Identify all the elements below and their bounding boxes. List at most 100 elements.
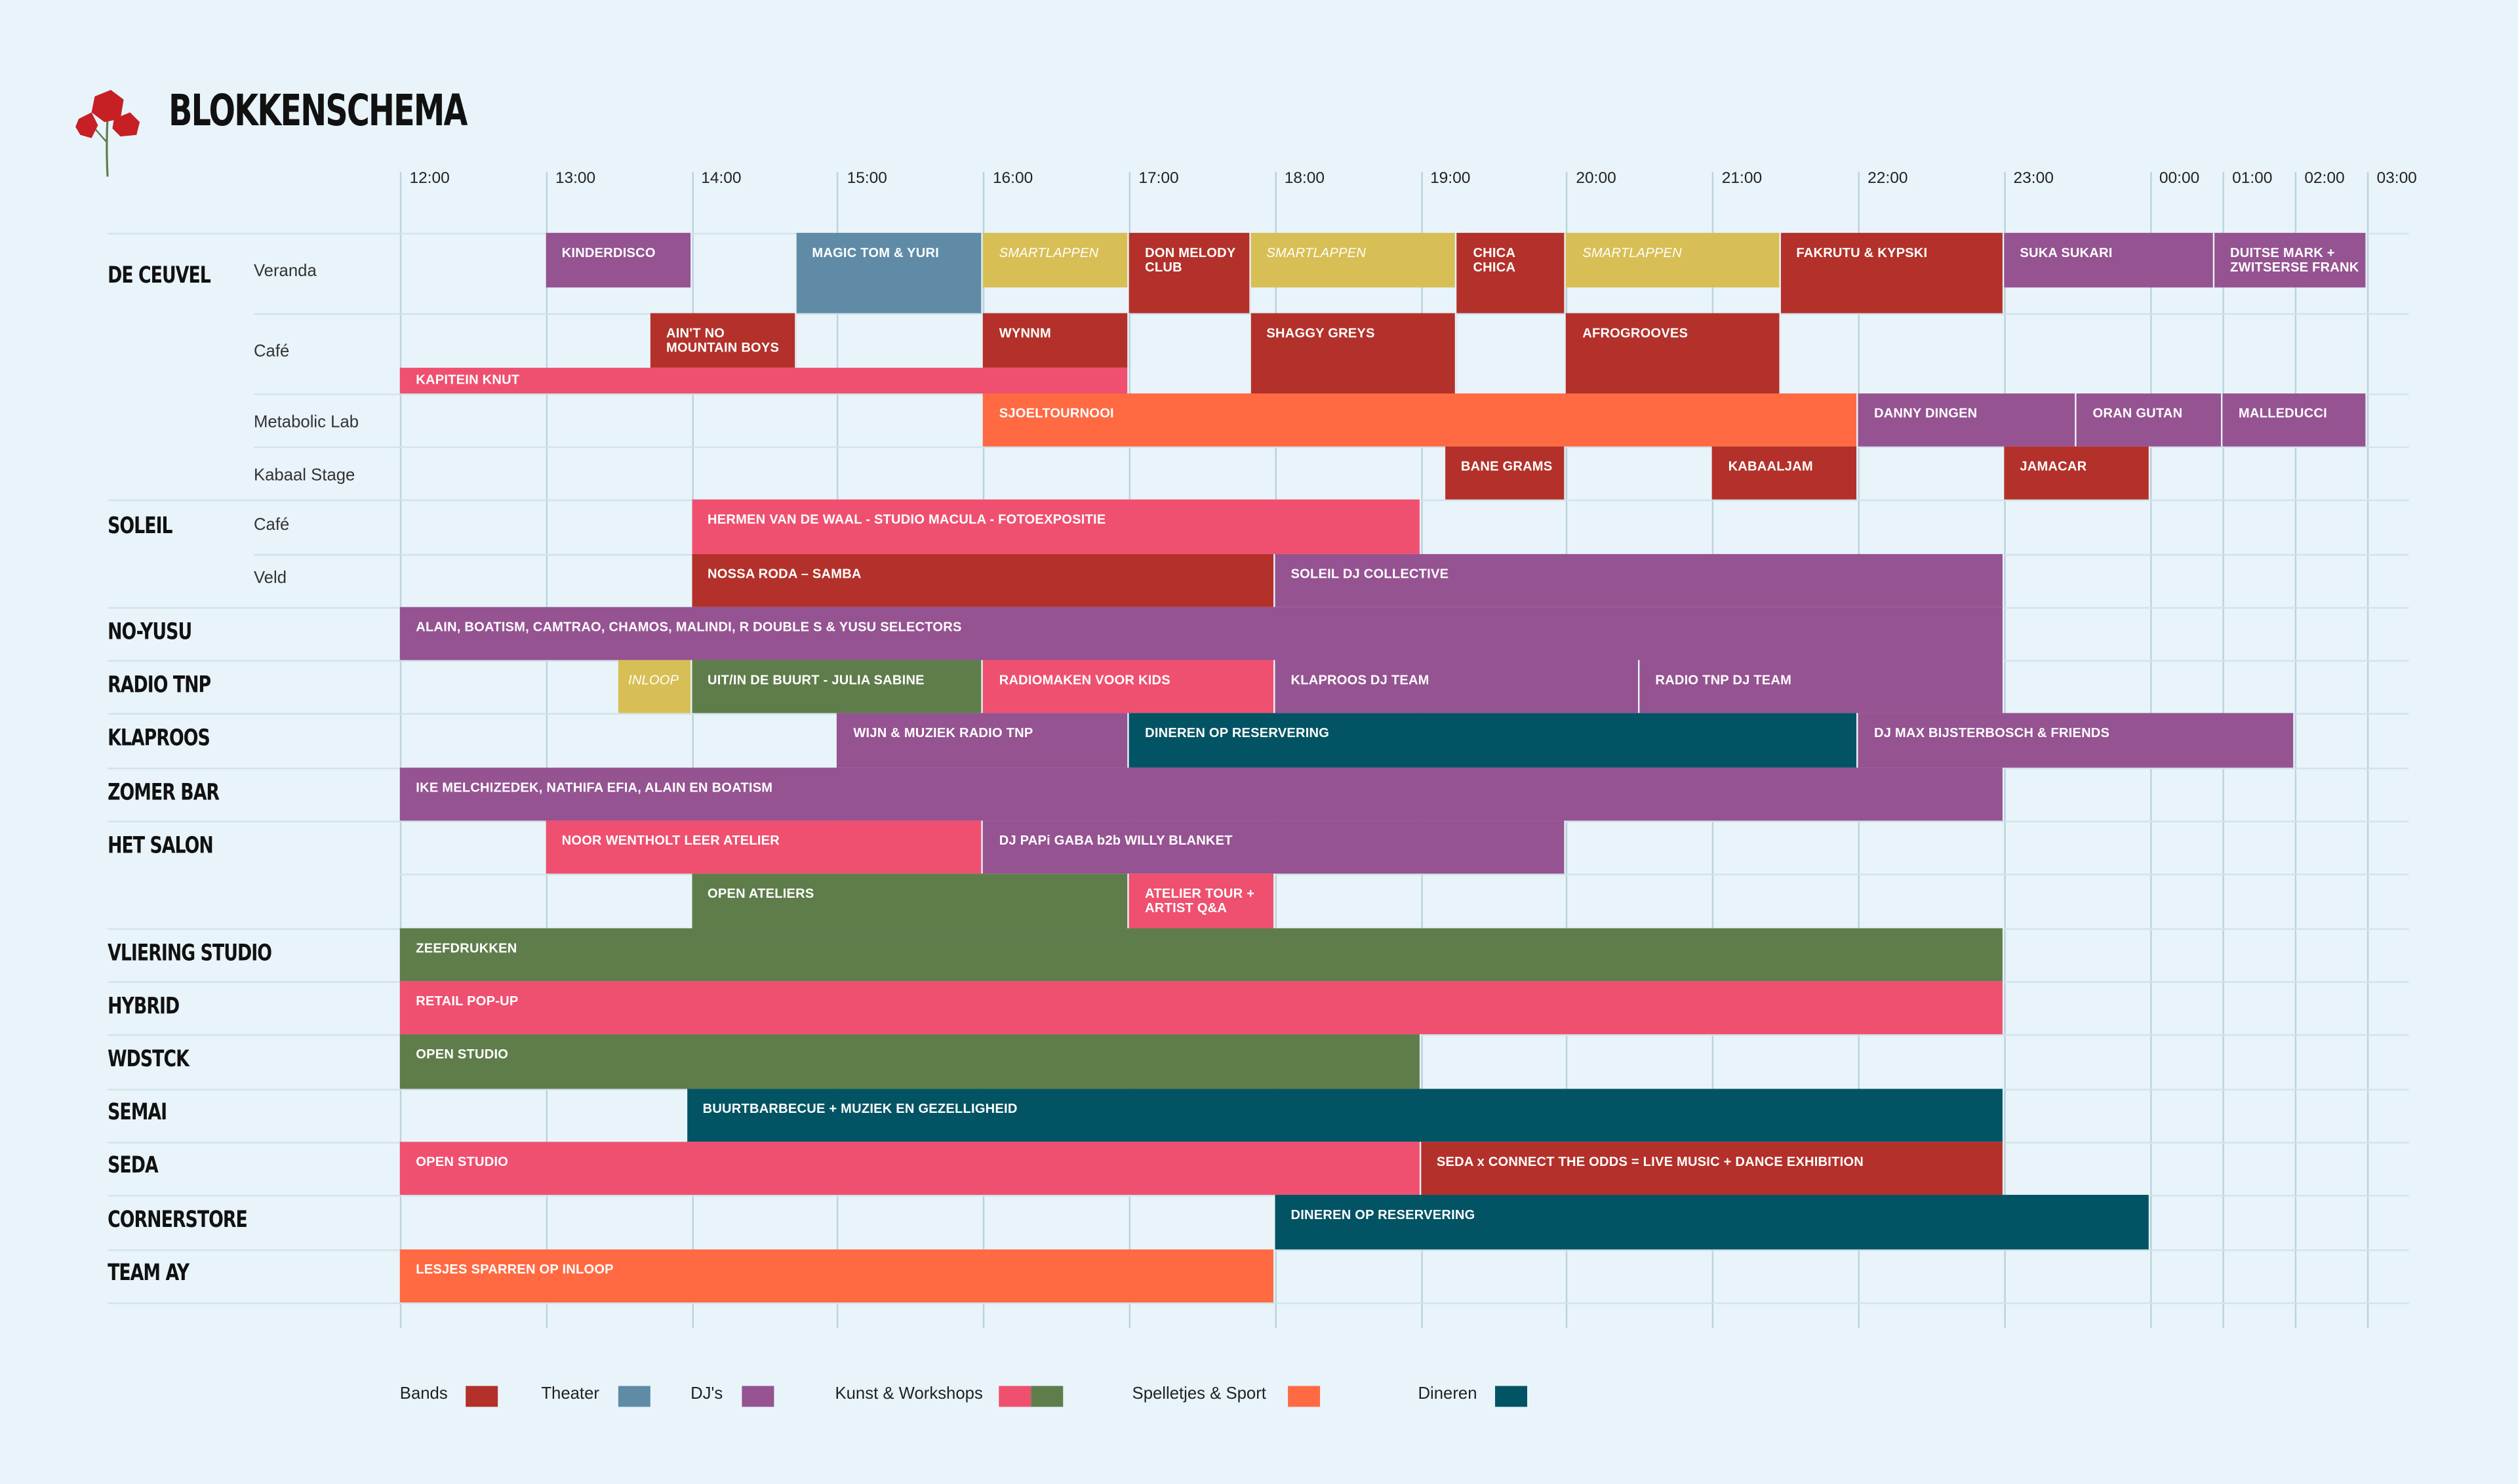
event-block[interactable]: DON MELODY CLUB bbox=[1129, 233, 1250, 313]
event-block[interactable]: SOLEIL DJ COLLECTIVE bbox=[1275, 553, 2004, 607]
event-block[interactable]: MAGIC TOM & YURI bbox=[795, 233, 984, 313]
event-block[interactable]: AFROGROOVES bbox=[1566, 313, 1780, 394]
legend-label: Dineren bbox=[1418, 1384, 1477, 1404]
event-block[interactable]: SMARTLAPPEN bbox=[1566, 233, 1780, 288]
hour-gridline bbox=[2294, 172, 2297, 1329]
event-block[interactable]: SEDA x CONNECT THE ODDS = LIVE MUSIC + D… bbox=[1420, 1142, 2004, 1195]
event-block[interactable]: JAMACAR bbox=[2003, 446, 2150, 500]
event-block[interactable]: MALLEDUCCI bbox=[2222, 393, 2367, 447]
hour-gridline bbox=[2367, 172, 2369, 1329]
legend-label: Bands bbox=[399, 1384, 448, 1404]
page-title: BLOKKENSCHEMA bbox=[169, 87, 468, 137]
event-block[interactable]: KABAALJAM bbox=[1712, 446, 1858, 500]
poppy-logo-icon bbox=[75, 90, 140, 177]
event-block[interactable]: WYNNM bbox=[983, 313, 1129, 368]
stage-label: Veld bbox=[253, 568, 287, 588]
time-tick-label: 12:00 bbox=[409, 170, 450, 188]
venue-label: SOLEIL bbox=[108, 513, 173, 540]
event-block[interactable]: RADIO TNP DJ TEAM bbox=[1639, 660, 2004, 713]
event-block[interactable]: SMARTLAPPEN bbox=[983, 233, 1129, 288]
time-tick-label: 01:00 bbox=[2232, 170, 2273, 188]
event-block[interactable]: ZEEFDRUKKEN bbox=[399, 928, 2004, 982]
event-block[interactable]: DJ PAPi GABA b2b WILLY BLANKET bbox=[983, 820, 1567, 874]
event-block[interactable]: OPEN ATELIERS bbox=[691, 873, 1129, 929]
event-block[interactable]: DUITSE MARK + ZWITSERSE FRANK bbox=[2214, 233, 2367, 288]
time-tick-label: 13:00 bbox=[555, 170, 596, 188]
legend-swatch bbox=[1495, 1386, 1527, 1407]
event-block[interactable]: UIT/IN DE BUURT - JULIA SABINE bbox=[691, 660, 984, 713]
legend-label: DJ's bbox=[690, 1384, 723, 1404]
event-block[interactable]: CHICA CHICA bbox=[1456, 233, 1567, 313]
event-block[interactable]: IKE MELCHIZEDEK, NATHIFA EFIA, ALAIN EN … bbox=[399, 767, 2004, 821]
time-tick-label: 00:00 bbox=[2159, 170, 2200, 188]
hour-gridline bbox=[399, 172, 402, 1329]
time-tick-label: 23:00 bbox=[2013, 170, 2054, 188]
event-block[interactable]: BUURTBARBECUE + MUZIEK EN GEZELLIGHEID bbox=[687, 1089, 2004, 1142]
time-tick-label: 19:00 bbox=[1430, 170, 1471, 188]
legend-swatch bbox=[742, 1386, 774, 1407]
time-tick-label: 21:00 bbox=[1721, 170, 1763, 188]
legend-label: Theater bbox=[541, 1384, 599, 1404]
time-tick-label: 17:00 bbox=[1138, 170, 1179, 188]
time-tick-label: 18:00 bbox=[1284, 170, 1325, 188]
event-block[interactable]: OPEN STUDIO bbox=[399, 1034, 1421, 1089]
event-block[interactable]: DJ MAX BIJSTERBOSCH & FRIENDS bbox=[1858, 713, 2295, 768]
event-block[interactable]: KLAPROOS DJ TEAM bbox=[1275, 660, 1639, 713]
event-block[interactable]: DANNY DINGEN bbox=[1858, 393, 2077, 447]
time-tick-label: 22:00 bbox=[1868, 170, 1908, 188]
stage-label: Kabaal Stage bbox=[253, 466, 355, 485]
venue-label: SEMAI bbox=[108, 1100, 167, 1126]
event-block[interactable]: SUKA SUKARI bbox=[2003, 233, 2214, 288]
stage-label: Café bbox=[253, 515, 290, 535]
venue-label: SEDA bbox=[108, 1153, 159, 1179]
venue-label: CORNERSTORE bbox=[108, 1207, 248, 1233]
event-block[interactable]: DINEREN OP RESERVERING bbox=[1275, 1195, 2150, 1250]
stage-label: Veranda bbox=[253, 262, 317, 281]
legend-label: Kunst & Workshops bbox=[835, 1384, 983, 1404]
row-divider bbox=[253, 446, 2409, 449]
legend-swatch bbox=[618, 1386, 650, 1407]
hour-gridline bbox=[546, 172, 548, 1329]
venue-label: TEAM AY bbox=[108, 1260, 190, 1287]
event-block[interactable]: HERMEN VAN DE WAAL - STUDIO MACULA - FOT… bbox=[691, 499, 1421, 554]
row-divider bbox=[399, 873, 2409, 875]
time-tick-label: 20:00 bbox=[1576, 170, 1616, 188]
venue-label: HYBRID bbox=[108, 993, 180, 1020]
event-block[interactable]: SHAGGY GREYS bbox=[1250, 313, 1457, 394]
stage-label: Metabolic Lab bbox=[253, 412, 359, 432]
event-block[interactable]: DINEREN OP RESERVERING bbox=[1129, 713, 1858, 768]
event-block[interactable]: INLOOP bbox=[618, 660, 692, 713]
venue-label: VLIERING STUDIO bbox=[108, 941, 272, 967]
stage-label: Café bbox=[253, 342, 290, 362]
event-block[interactable]: WIJN & MUZIEK RADIO TNP bbox=[837, 713, 1129, 768]
event-block[interactable]: NOOR WENTHOLT LEER ATELIER bbox=[546, 820, 984, 874]
event-block[interactable]: ORAN GUTAN bbox=[2077, 393, 2223, 447]
event-block[interactable]: SJOELTOURNOOI bbox=[983, 393, 1858, 447]
venue-label: HET SALON bbox=[108, 833, 214, 860]
event-block[interactable]: NOSSA RODA – SAMBA bbox=[691, 553, 1275, 607]
event-block[interactable]: ALAIN, BOATISM, CAMTRAO, CHAMOS, MALINDI… bbox=[399, 607, 2004, 660]
time-tick-label: 14:00 bbox=[701, 170, 742, 188]
event-block[interactable]: AIN'T NO MOUNTAIN BOYS bbox=[650, 313, 796, 368]
event-block[interactable]: KAPITEIN KNUT bbox=[399, 367, 1129, 394]
venue-label: RADIO TNP bbox=[108, 673, 211, 699]
venue-label: NO-YUSU bbox=[108, 620, 192, 646]
legend-label: Spelletjes & Sport bbox=[1132, 1384, 1266, 1404]
venue-label: WDSTCK bbox=[108, 1047, 190, 1073]
event-block[interactable]: RETAIL POP-UP bbox=[399, 981, 2004, 1035]
legend-swatch bbox=[999, 1386, 1031, 1407]
row-divider bbox=[108, 1302, 2409, 1304]
time-tick-label: 03:00 bbox=[2376, 170, 2417, 188]
time-tick-label: 15:00 bbox=[847, 170, 887, 188]
event-block[interactable]: OPEN STUDIO bbox=[399, 1142, 1421, 1195]
event-block[interactable]: LESJES SPARREN OP INLOOP bbox=[399, 1249, 1275, 1303]
event-block[interactable]: FAKRUTU & KYPSKI bbox=[1780, 233, 2004, 313]
event-block[interactable]: ATELIER TOUR + ARTIST Q&A bbox=[1129, 873, 1275, 929]
venue-label: ZOMER BAR bbox=[108, 780, 220, 807]
venue-label: DE CEUVEL bbox=[108, 263, 211, 289]
event-block[interactable]: BANE GRAMS bbox=[1445, 446, 1567, 500]
event-block[interactable]: KINDERDISCO bbox=[546, 233, 692, 288]
event-block[interactable]: RADIOMAKEN VOOR KIDS bbox=[983, 660, 1275, 713]
event-block[interactable]: SMARTLAPPEN bbox=[1250, 233, 1457, 288]
